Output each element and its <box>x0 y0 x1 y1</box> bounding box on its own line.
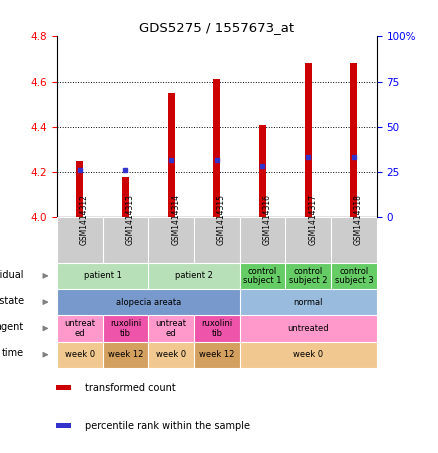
Text: GSM1414312: GSM1414312 <box>80 194 89 245</box>
Text: GSM1414317: GSM1414317 <box>308 194 317 245</box>
Text: transformed count: transformed count <box>85 383 176 393</box>
Text: week 12: week 12 <box>108 350 143 359</box>
Text: week 0: week 0 <box>293 350 323 359</box>
Text: patient 1: patient 1 <box>84 271 122 280</box>
Bar <box>213 79 220 217</box>
Bar <box>259 125 266 217</box>
Text: alopecia areata: alopecia areata <box>116 298 181 307</box>
Text: control
subject 3: control subject 3 <box>335 266 373 285</box>
Title: GDS5275 / 1557673_at: GDS5275 / 1557673_at <box>139 21 294 34</box>
Text: disease state: disease state <box>0 296 24 306</box>
Text: ruxolini
tib: ruxolini tib <box>110 319 141 338</box>
Bar <box>122 177 129 217</box>
Text: agent: agent <box>0 322 24 332</box>
Text: individual: individual <box>0 270 24 280</box>
Text: control
subject 1: control subject 1 <box>243 266 282 285</box>
Text: GSM1414318: GSM1414318 <box>354 194 363 245</box>
Text: untreat
ed: untreat ed <box>64 319 95 338</box>
Text: percentile rank within the sample: percentile rank within the sample <box>85 421 251 431</box>
Text: week 0: week 0 <box>156 350 186 359</box>
Bar <box>168 93 175 217</box>
Text: untreated: untreated <box>287 324 329 333</box>
Text: control
subject 2: control subject 2 <box>289 266 328 285</box>
Text: time: time <box>1 348 24 358</box>
Text: week 0: week 0 <box>65 350 95 359</box>
Text: GSM1414314: GSM1414314 <box>171 194 180 245</box>
Bar <box>76 161 83 217</box>
Bar <box>305 63 311 217</box>
Bar <box>56 385 71 390</box>
Text: GSM1414315: GSM1414315 <box>217 194 226 245</box>
Text: normal: normal <box>293 298 323 307</box>
Bar <box>56 423 71 428</box>
Text: ruxolini
tib: ruxolini tib <box>201 319 233 338</box>
Text: week 12: week 12 <box>199 350 234 359</box>
Text: patient 2: patient 2 <box>175 271 213 280</box>
Text: GSM1414313: GSM1414313 <box>125 194 134 245</box>
Bar <box>350 63 357 217</box>
Text: untreat
ed: untreat ed <box>155 319 187 338</box>
Text: GSM1414316: GSM1414316 <box>262 194 272 245</box>
